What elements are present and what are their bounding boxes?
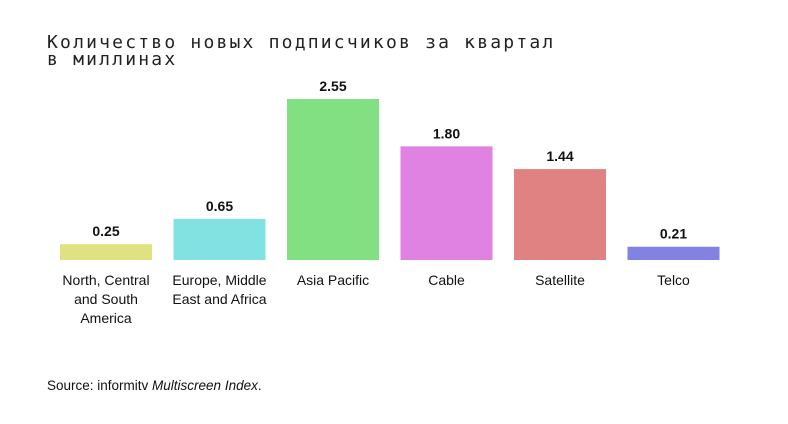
bar-0 xyxy=(60,244,152,260)
source-index-name: Multiscreen Index xyxy=(152,378,258,393)
data-label-1: 0.65 xyxy=(206,198,233,214)
bar-5 xyxy=(627,246,720,260)
chart-title-block: Количество новых подписчиков за квартал … xyxy=(47,32,556,70)
category-label-line: America xyxy=(80,310,132,326)
data-label-4: 1.44 xyxy=(546,148,573,164)
data-label-2: 2.55 xyxy=(319,78,346,94)
category-label-1: Europe, Middle East and Africa xyxy=(172,272,266,307)
category-label-5: Telco xyxy=(657,272,690,288)
category-label-line: East and Africa xyxy=(172,291,266,307)
category-label-3: Cable xyxy=(428,272,465,288)
category-label-line: North, Central xyxy=(62,272,149,288)
bar-2 xyxy=(287,99,379,260)
source-suffix: . xyxy=(257,378,262,393)
category-label-0: North, Central and South America xyxy=(62,272,149,326)
source-prefix: Source: informitv xyxy=(47,378,153,393)
category-label-line: Telco xyxy=(657,272,690,288)
data-label-5: 0.21 xyxy=(660,226,687,242)
bar-3 xyxy=(400,146,493,260)
source-note: Source: informitv Multiscreen Index. xyxy=(47,378,262,393)
bar-4 xyxy=(514,169,606,260)
category-label-line: Asia Pacific xyxy=(297,272,369,288)
category-label-line: Cable xyxy=(428,272,465,288)
category-label-2: Asia Pacific xyxy=(297,272,369,288)
data-label-0: 0.25 xyxy=(92,223,119,239)
chart-title: Количество новых подписчиков за квартал xyxy=(47,32,556,53)
data-label-3: 1.80 xyxy=(433,125,460,141)
bar-1 xyxy=(173,218,266,260)
category-label-4: Satellite xyxy=(535,272,585,288)
category-label-line: Satellite xyxy=(535,272,585,288)
category-label-line: Europe, Middle xyxy=(172,272,266,288)
category-label-line: and South xyxy=(74,291,138,307)
chart-subtitle: в миллинах xyxy=(47,49,178,70)
